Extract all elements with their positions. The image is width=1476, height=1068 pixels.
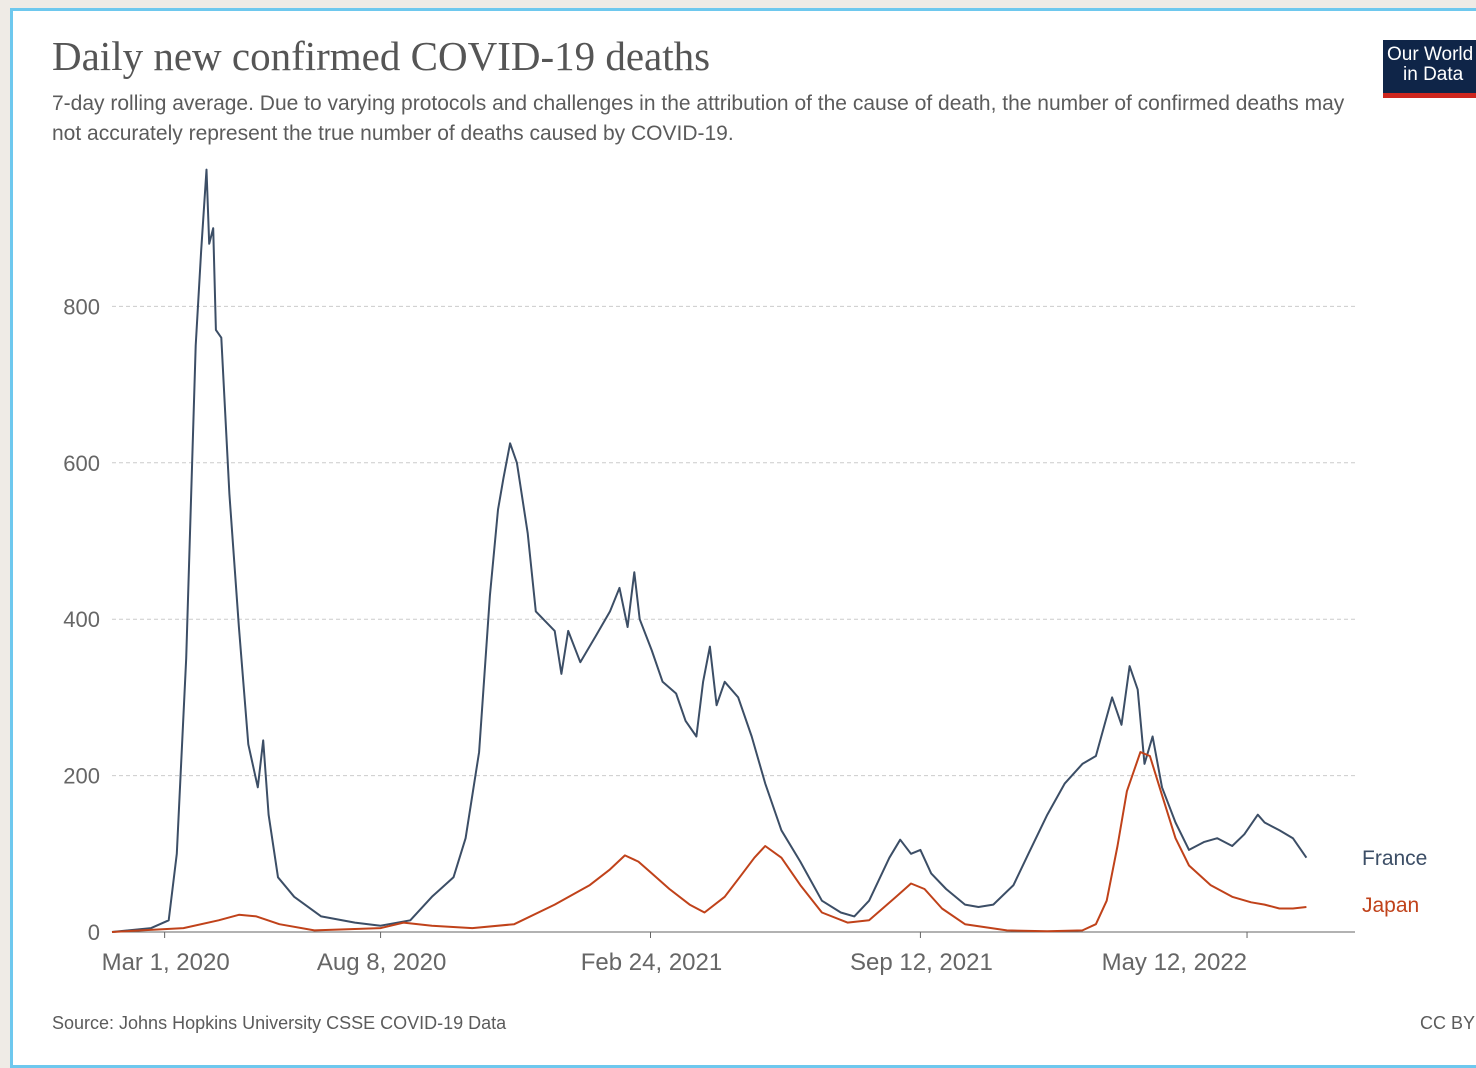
line-chart: 0 200 400 600 800 Mar 1, 2020 Aug 8, 2020 Feb … [63,168,1427,976]
source-note: Source: Johns Hopkins University CSSE CO… [52,1013,507,1033]
x-tick-label: Feb 24, 2021 [581,949,722,976]
logo-line-2: in Data [1403,64,1464,85]
series-label-france: France [1362,847,1427,870]
y-tick-label: 800 [63,294,100,319]
y-tick-label: 400 [63,607,100,632]
y-axis-ticks: 0 200 400 600 800 [63,294,100,945]
series-line-japan [111,751,1307,933]
series-line-france [111,168,1308,933]
chart-card [10,8,1476,1068]
chart-title: Daily new confirmed COVID-19 deaths [52,33,711,79]
owid-logo[interactable]: Our World in Data [1383,40,1476,98]
chart-subtitle: 7-day rolling average. Due to varying pr… [52,92,1345,145]
x-axis: Mar 1, 2020 Aug 8, 2020 Feb 24, 2021 Sep 12… [102,931,1355,976]
y-tick-label: 0 [88,920,100,945]
x-tick-label: Mar 1, 2020 [102,949,230,976]
y-tick-label: 200 [63,764,100,789]
series-label-japan: Japan [1362,894,1419,917]
license-link[interactable]: CC BY [1420,1013,1476,1033]
x-tick-label: Sep 12, 2021 [850,949,993,976]
series-labels: France Japan [1362,847,1427,917]
x-tick-label: Aug 8, 2020 [317,949,446,976]
logo-accent-bar [1383,93,1476,98]
x-tick-label: May 12, 2022 [1102,949,1247,976]
y-tick-label: 600 [63,451,100,476]
logo-line-1: Our World [1387,44,1474,65]
grid-lines [112,305,1355,777]
series-lines [111,168,1308,933]
